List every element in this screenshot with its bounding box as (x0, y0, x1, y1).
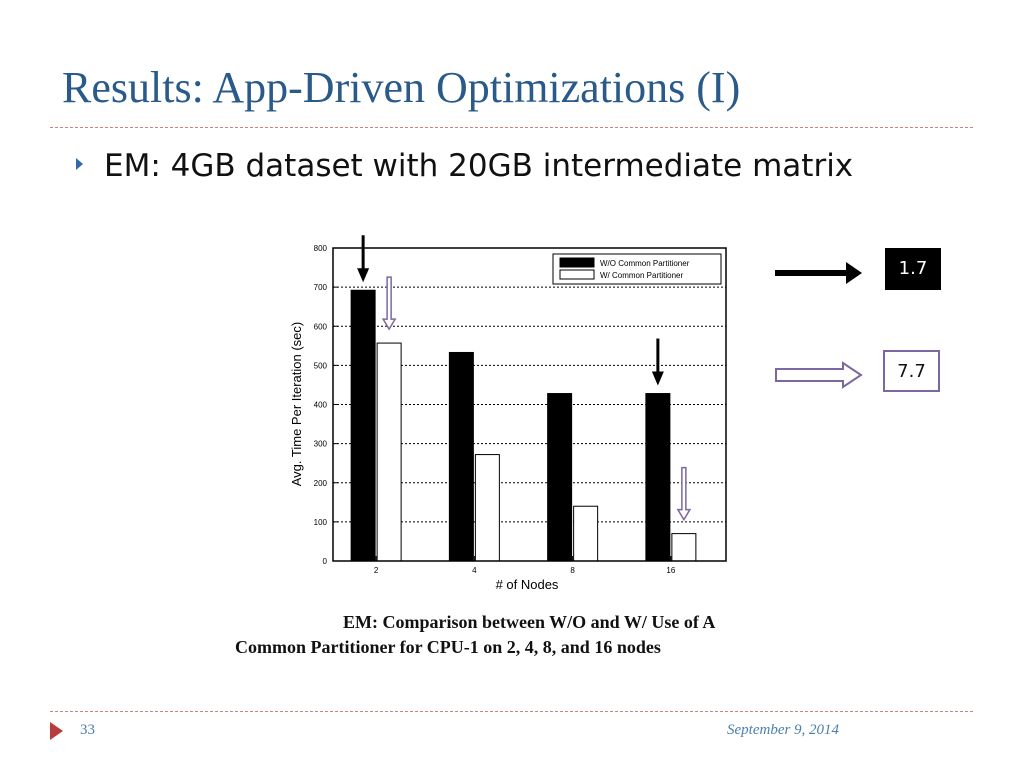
legend-swatch-w (559, 269, 595, 280)
y-tick-label: 600 (314, 322, 328, 331)
callout-ratio-white: 7.7 (883, 350, 940, 392)
y-tick-label: 0 (323, 557, 328, 566)
chart-legend: W/O Common Partitioner W/ Common Partiti… (552, 253, 722, 285)
y-tick-label: 100 (314, 518, 328, 527)
slide-title: Results: App-Driven Optimizations (I) (62, 63, 741, 112)
x-axis-label: # of Nodes (496, 577, 559, 592)
legend-label-w: W/ Common Partitioner (600, 271, 683, 280)
x-tick-label: 16 (666, 566, 675, 575)
footer-triangle-icon (50, 722, 63, 740)
bar-with-partitioner (573, 505, 599, 562)
caption-line-2: Common Partitioner for CPU-1 on 2, 4, 8,… (235, 637, 661, 657)
callout-ratio-black: 1.7 (885, 248, 941, 290)
legend-label-wo: W/O Common Partitioner (600, 259, 690, 268)
figure-caption: EM: Comparison between W/O and W/ Use of… (235, 610, 795, 660)
annotation-arrow-black-icon (651, 371, 664, 386)
bullet-arrow-icon (76, 158, 83, 170)
slide-date: September 9, 2014 (727, 722, 840, 738)
plot-frame (332, 247, 727, 562)
bar-without-partitioner (448, 351, 474, 562)
y-tick-label: 200 (314, 479, 328, 488)
bullet-text: EM: 4GB dataset with 20GB intermediate m… (104, 148, 854, 184)
title-divider (50, 127, 973, 128)
bar-without-partitioner (547, 393, 573, 562)
x-tick-label: 4 (472, 566, 477, 575)
slide-number: 33 (80, 722, 95, 738)
y-tick-label: 400 (314, 401, 328, 410)
callout-arrow-black-icon (846, 262, 862, 284)
bar-with-partitioner (376, 342, 402, 562)
bar-without-partitioner (645, 393, 671, 562)
y-tick-label: 700 (314, 283, 328, 292)
y-axis-label: Avg. Time Per Iteration (sec) (289, 322, 304, 487)
footer-divider (50, 711, 973, 712)
bar-with-partitioner (474, 454, 500, 562)
y-tick-label: 500 (314, 361, 328, 370)
legend-swatch-wo (559, 257, 595, 268)
x-tick-label: 2 (374, 566, 379, 575)
callout-arrow-hollow-icon (775, 361, 863, 389)
caption-line-1: EM: Comparison between W/O and W/ Use of… (343, 612, 716, 632)
annotation-arrow-hollow-icon (381, 276, 397, 331)
annotation-arrow-black-icon (357, 268, 370, 283)
bar-with-partitioner (671, 533, 697, 562)
x-tick-label: 8 (570, 566, 575, 575)
y-tick-label: 300 (314, 440, 328, 449)
annotation-arrow-hollow-icon (676, 466, 692, 522)
y-tick-label: 800 (314, 244, 328, 253)
bar-without-partitioner (350, 289, 376, 562)
